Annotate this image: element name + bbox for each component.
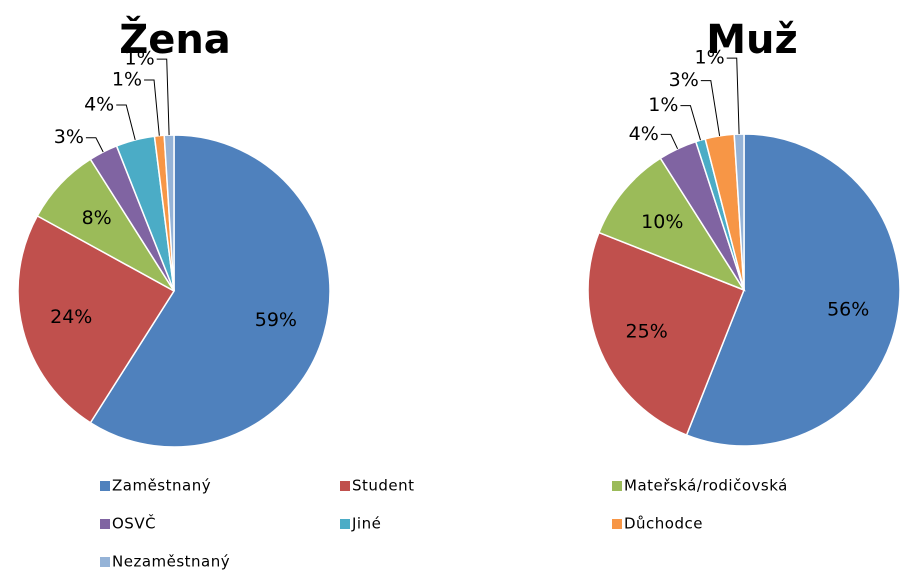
- data-label: 4%: [629, 123, 659, 145]
- leader-line: [700, 80, 721, 136]
- chart-title: Muž: [706, 17, 798, 63]
- leader-line: [116, 104, 136, 141]
- leader-line: [726, 57, 740, 135]
- pie-slice: [733, 133, 745, 291]
- legend-label: Důchodce: [624, 515, 703, 533]
- legend-label: Zaměstnaný: [112, 477, 211, 495]
- data-label: 25%: [626, 321, 668, 343]
- legend-label: Mateřská/rodičovská: [624, 477, 788, 495]
- pie-slice: [587, 231, 745, 437]
- legend-swatch: [612, 481, 622, 491]
- chart-title: Žena: [119, 15, 231, 63]
- legend-swatch: [612, 519, 622, 529]
- pie-slice: [685, 133, 901, 447]
- leader-line: [660, 133, 679, 150]
- data-label: 1%: [648, 94, 678, 116]
- leader-line: [85, 137, 104, 153]
- leader-line: [680, 105, 701, 141]
- pie-slice: [89, 134, 331, 448]
- legend-swatch: [340, 481, 350, 491]
- data-label: 10%: [641, 211, 683, 233]
- legend-swatch: [340, 519, 350, 529]
- data-label: 24%: [50, 306, 92, 328]
- pie-slice: [17, 214, 176, 424]
- data-label: 1%: [695, 47, 725, 69]
- data-label: 3%: [669, 69, 699, 91]
- legend-label: Student: [352, 477, 415, 495]
- legend-swatch: [100, 519, 110, 529]
- pie-slice: [163, 134, 175, 292]
- data-label: 8%: [82, 207, 112, 229]
- legend-swatch: [100, 557, 110, 567]
- legend-label: Jiné: [351, 515, 381, 533]
- pie-slice: [597, 157, 746, 292]
- data-label: 56%: [827, 298, 869, 320]
- data-label: 59%: [255, 309, 297, 331]
- legend-swatch: [100, 481, 110, 491]
- data-label: 1%: [125, 48, 155, 70]
- legend-label: OSVČ: [112, 514, 156, 533]
- data-label: 1%: [112, 68, 142, 90]
- data-label: 3%: [54, 126, 84, 148]
- leader-line: [156, 58, 170, 136]
- data-label: 4%: [84, 94, 114, 116]
- legend-label: Nezaměstnaný: [112, 553, 230, 571]
- leader-line: [144, 79, 160, 136]
